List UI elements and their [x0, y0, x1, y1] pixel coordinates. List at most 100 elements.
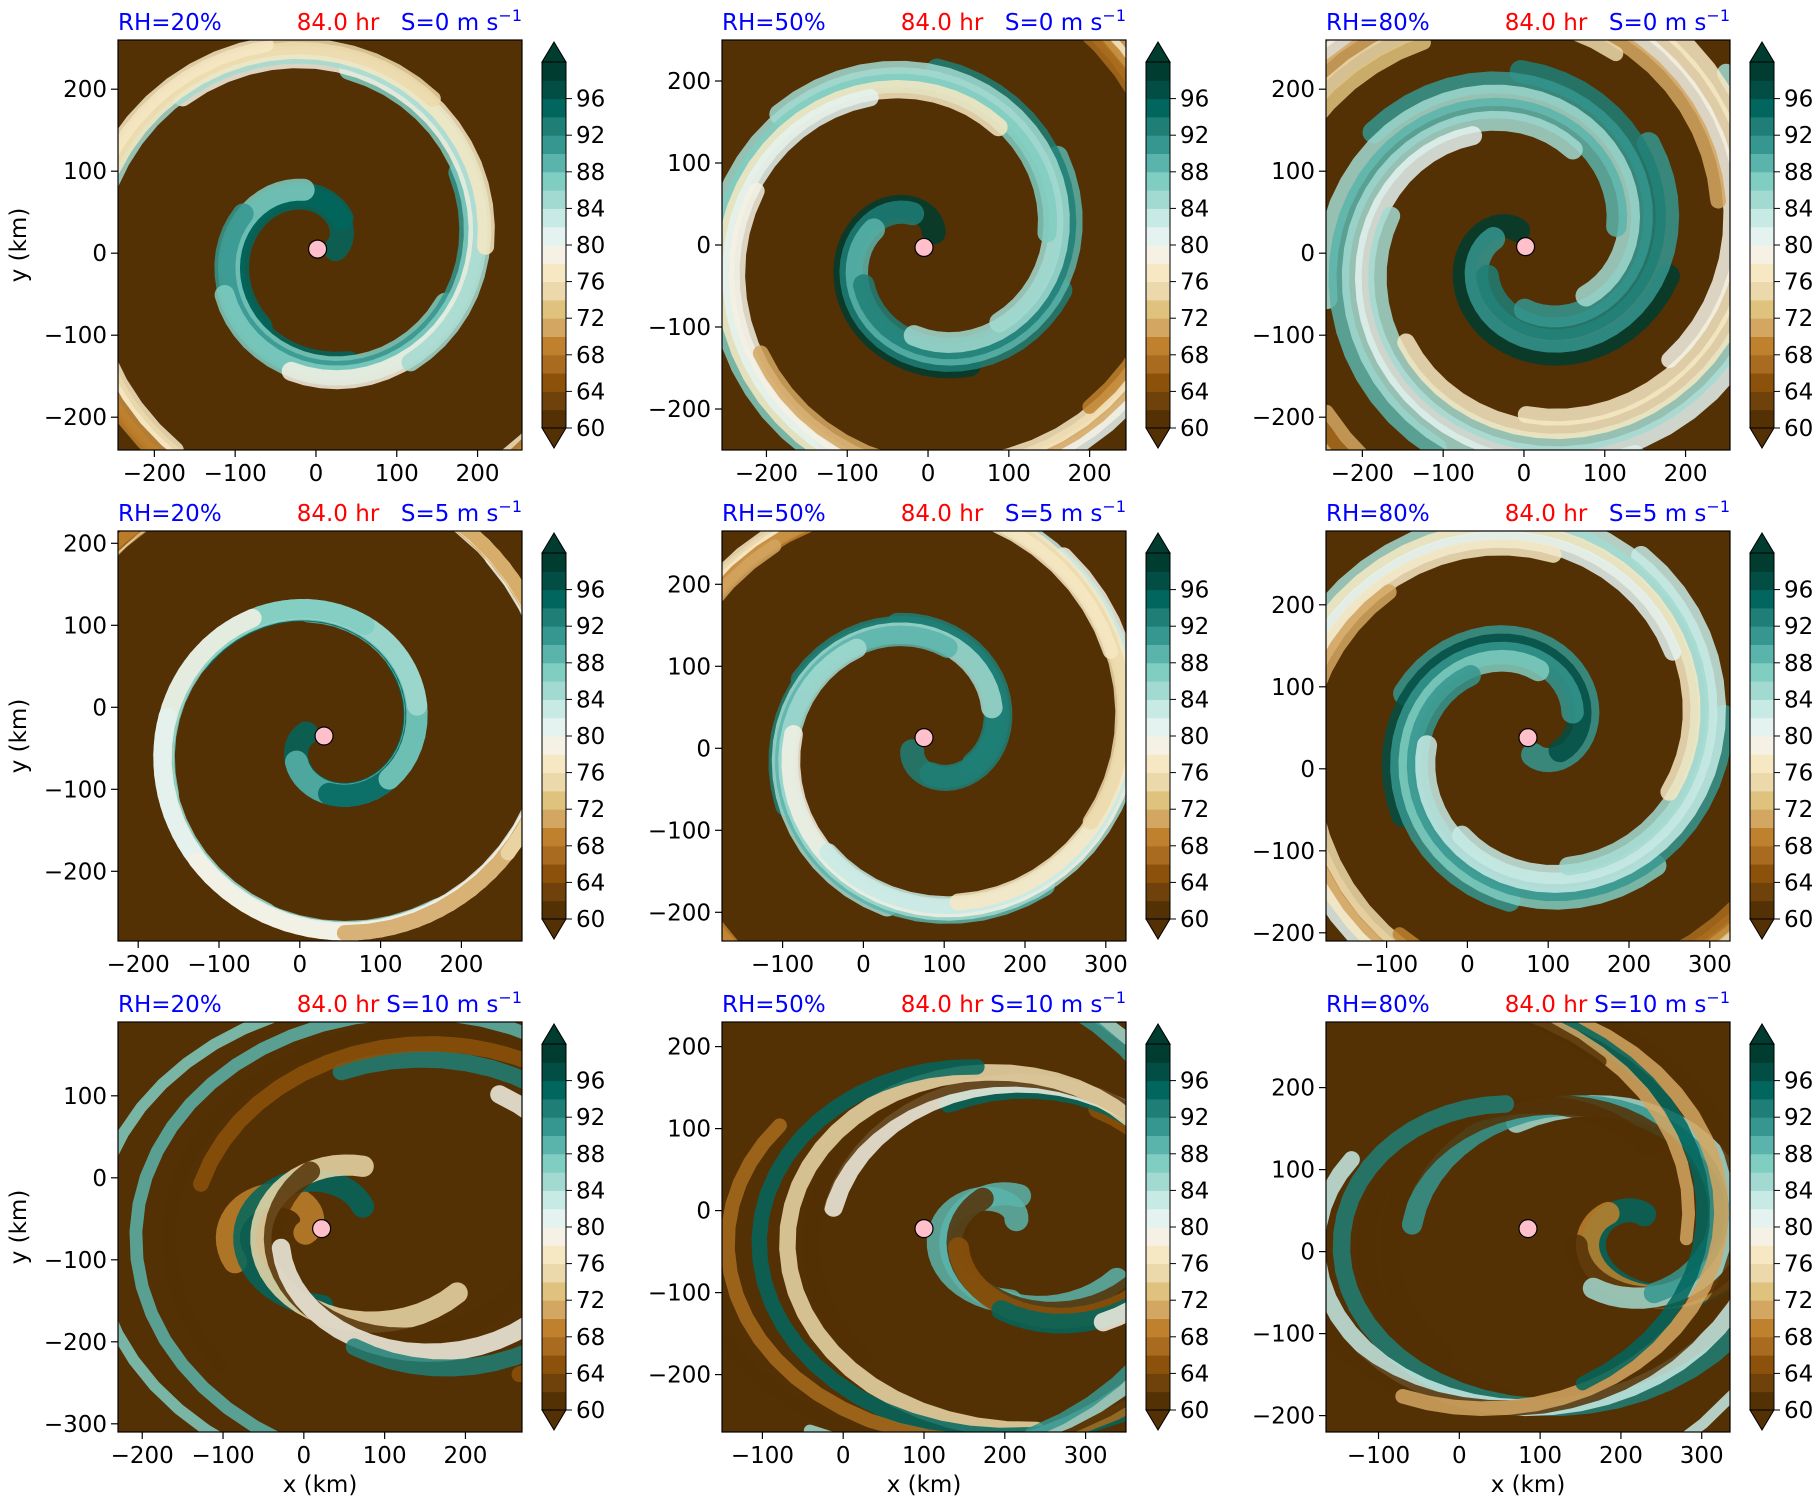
panel-3: −200 −100 0 100 200 −200 −100 0 100 200 RH=80% 84.0…	[1252, 6, 1813, 487]
title-rh: RH=80%	[1326, 501, 1430, 527]
colorbar-segment	[542, 1318, 566, 1338]
colorbar-tick-label: 76	[1180, 1252, 1209, 1278]
colorbar-segment	[1750, 1153, 1774, 1173]
colorbar-segment	[1146, 1208, 1170, 1228]
colorbar-segment	[1146, 1098, 1170, 1118]
colorbar-segment	[1146, 62, 1170, 81]
colorbar-segment	[542, 754, 566, 774]
colorbar-segment	[1750, 190, 1774, 209]
colorbar-segment	[1146, 1391, 1170, 1411]
colorbar-segment	[1146, 373, 1170, 392]
title-rh: RH=20%	[118, 501, 222, 527]
y-tick-label: 200	[63, 531, 107, 557]
colorbar-segment	[1750, 80, 1774, 100]
colorbar-tick-label: 88	[1784, 160, 1813, 186]
colorbar-segment	[1750, 245, 1774, 264]
contour-band	[824, 1073, 1126, 1332]
colorbar-segment	[1146, 790, 1170, 810]
colorbar-segment	[1146, 80, 1170, 100]
storm-center-marker	[914, 1219, 934, 1239]
title-shear: S=5 m s−1	[1609, 497, 1730, 527]
y-tick-label: 0	[1300, 1240, 1315, 1266]
x-tick-label: 0	[921, 461, 936, 487]
panel-6: −100 0 100 200 300 −200 −100 0 100 200 RH=80% 84.0 …	[1252, 497, 1813, 978]
colorbar-segment	[1750, 589, 1774, 609]
colorbar-tick-label: 92	[576, 1105, 605, 1131]
x-tick-label: 100	[363, 1443, 407, 1469]
x-tick-label: −100	[204, 461, 267, 487]
contour-band	[1528, 1022, 1696, 1246]
colorbar-segment	[1750, 1227, 1774, 1246]
colorbar-segment	[1750, 754, 1774, 774]
colorbar-tick-label: 88	[1180, 651, 1209, 677]
y-tick-label: −200	[648, 900, 711, 926]
colorbar-segment	[1750, 299, 1774, 319]
title-rh: RH=50%	[722, 992, 826, 1018]
title-shear-exponent: −1	[1706, 988, 1730, 1007]
colorbar-extend-min	[1145, 1409, 1171, 1431]
colorbar-extend-max	[1749, 1023, 1775, 1045]
title-time: 84.0 hr	[1505, 10, 1588, 36]
x-tick-label: 0	[309, 461, 324, 487]
colorbar-segment	[542, 607, 566, 627]
title-shear-text: S=0 m s	[1005, 10, 1103, 36]
contour-band	[1542, 1022, 1710, 1391]
colorbar-segment	[1146, 318, 1170, 337]
colorbar-segment	[542, 409, 566, 429]
title-shear: S=5 m s−1	[1005, 497, 1126, 527]
colorbar-segment	[1146, 626, 1170, 645]
x-tick-label: 200	[443, 1443, 487, 1469]
colorbar-extend-max	[1145, 532, 1171, 554]
colorbar-segment	[1146, 135, 1170, 154]
title-shear-exponent: −1	[1102, 497, 1126, 516]
y-tick-label: −100	[44, 1248, 107, 1274]
colorbar-tick-label: 68	[1784, 343, 1813, 369]
colorbar-segment	[1750, 336, 1774, 356]
colorbar-segment	[1146, 845, 1170, 865]
contour-band	[1326, 84, 1641, 310]
y-tick-label: −100	[648, 1281, 711, 1307]
colorbar-tick-label: 68	[1180, 834, 1209, 860]
contour-band	[948, 1097, 1126, 1329]
colorbar-segment	[542, 827, 566, 847]
x-tick-label: 200	[439, 952, 483, 978]
y-tick-label: −300	[44, 1412, 107, 1438]
title-shear-exponent: −1	[1102, 988, 1126, 1007]
colorbar: 96 92 88 84 80 76 72 68 64 60	[1145, 532, 1209, 940]
title-rh: RH=80%	[1326, 10, 1430, 36]
colorbar-tick-label: 64	[1784, 1361, 1813, 1387]
x-tick-label: 0	[836, 1443, 851, 1469]
x-tick-label: 300	[1084, 952, 1128, 978]
title-shear-text: S=5 m s	[1609, 501, 1707, 527]
y-tick-label: 0	[1300, 241, 1315, 267]
colorbar-tick-label: 96	[1784, 87, 1813, 113]
storm-center-marker	[1515, 237, 1536, 257]
colorbar-segment	[1146, 1153, 1170, 1173]
colorbar-tick-label: 80	[1784, 724, 1813, 750]
colorbar-tick-label: 60	[576, 907, 605, 933]
y-tick-label: 100	[1271, 1158, 1315, 1184]
contour-band	[1326, 40, 1730, 426]
title-shear-text: S=0 m s	[401, 10, 499, 36]
contour-band	[1362, 71, 1653, 328]
y-tick-label: 200	[1271, 593, 1315, 619]
y-tick-label: 100	[63, 613, 107, 639]
colorbar-segment	[1146, 171, 1170, 191]
y-tick-label: −100	[1252, 1322, 1315, 1348]
colorbar-segment	[1146, 754, 1170, 774]
colorbar-segment	[1146, 1044, 1170, 1063]
colorbar-tick-label: 60	[576, 1398, 605, 1424]
colorbar-tick-label: 92	[1784, 123, 1813, 149]
colorbar-segment	[1146, 1318, 1170, 1338]
colorbar-tick-label: 68	[1180, 1325, 1209, 1351]
colorbar-segment	[542, 116, 566, 136]
colorbar-segment	[1146, 409, 1170, 429]
y-tick-label: 100	[1271, 675, 1315, 701]
y-tick-label: 100	[1271, 159, 1315, 185]
colorbar-tick-label: 60	[576, 416, 605, 442]
x-tick-label: 300	[1064, 1443, 1108, 1469]
colorbar-segment	[1750, 1098, 1774, 1118]
colorbar-extend-min	[1749, 1409, 1775, 1431]
x-tick-label: −200	[111, 1443, 174, 1469]
